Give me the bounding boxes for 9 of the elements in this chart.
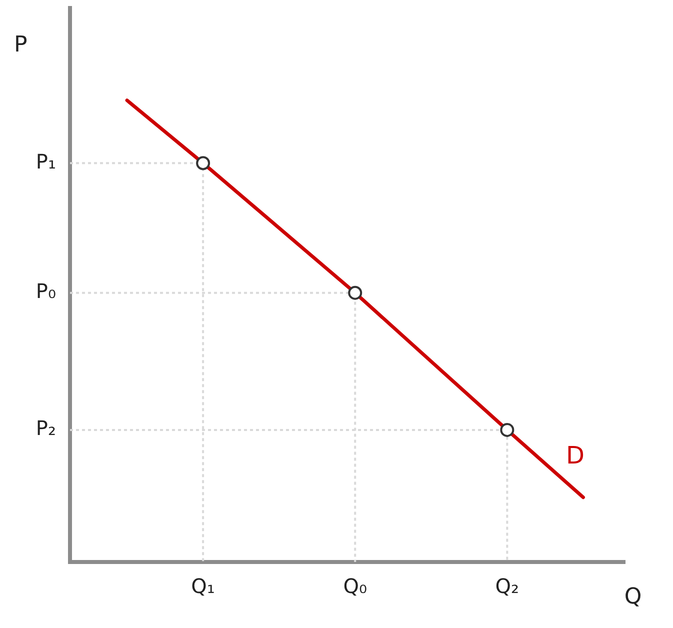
y-axis-title: P xyxy=(14,32,28,58)
x-tick-label: Q₀ xyxy=(343,574,367,598)
x-tick-label: Q₂ xyxy=(495,574,520,598)
text: P₀ xyxy=(36,279,56,304)
text: P₂ xyxy=(36,416,56,440)
series-label: D xyxy=(566,442,584,470)
x-tick-label: Q₁ xyxy=(191,574,215,598)
text: P₁ xyxy=(36,149,56,174)
x-axis-title: Q xyxy=(624,584,642,610)
